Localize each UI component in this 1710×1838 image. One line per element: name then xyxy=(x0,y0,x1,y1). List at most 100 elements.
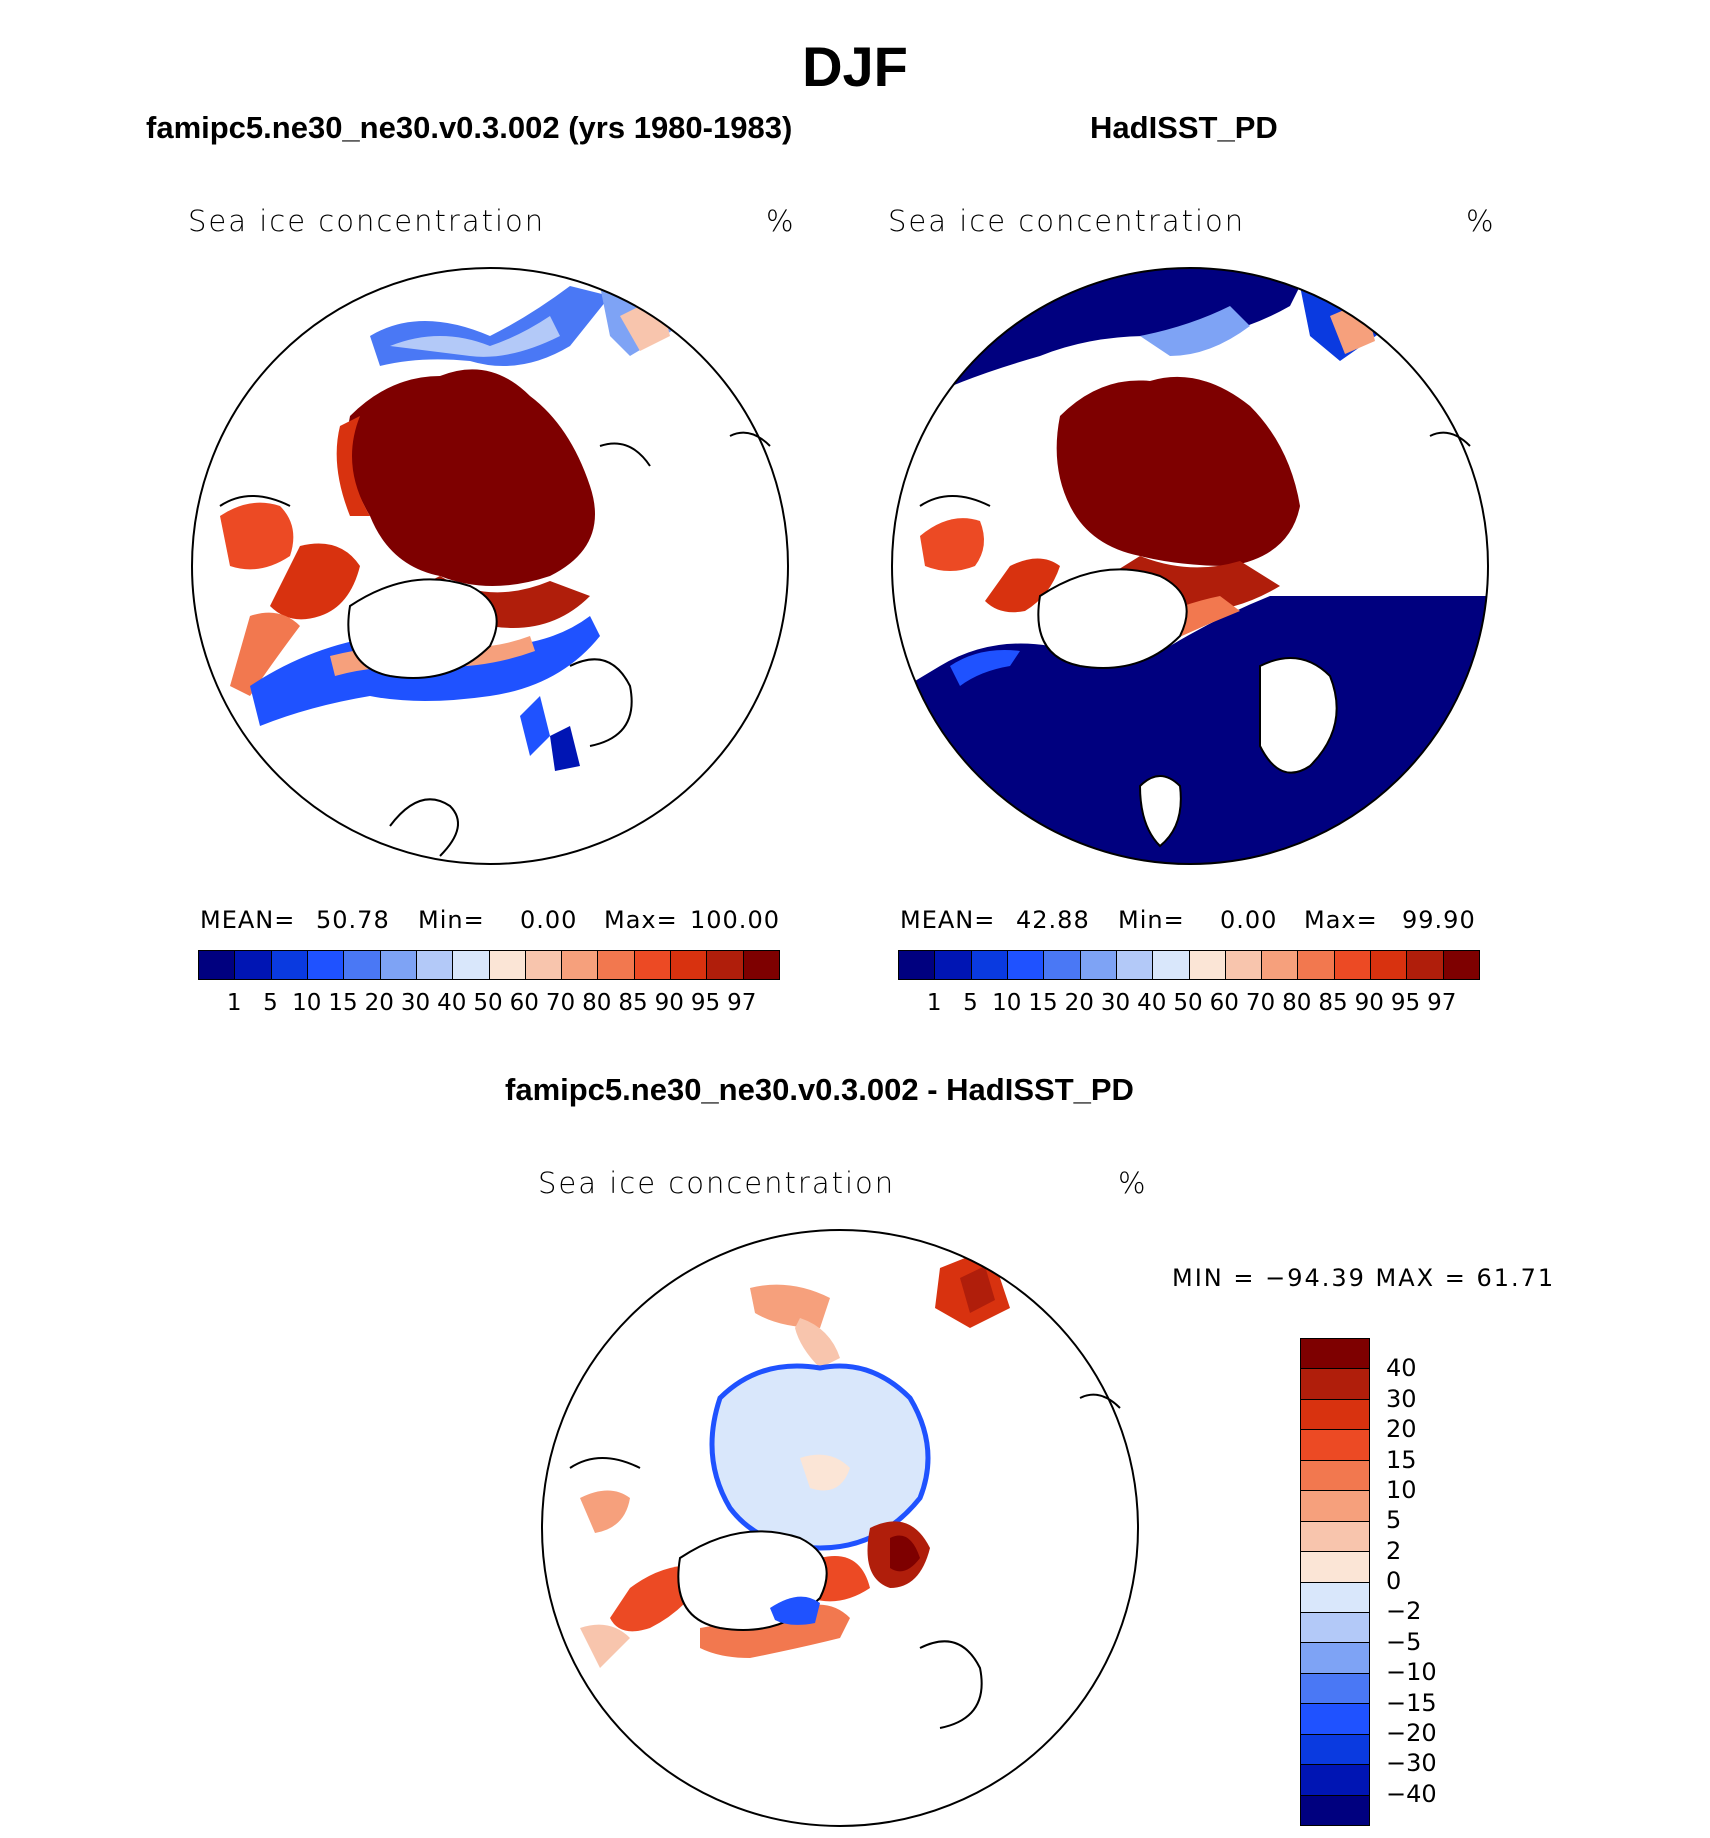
colorbar-swatch xyxy=(1298,951,1335,979)
colorbar-tick-label: 10 xyxy=(1386,1475,1417,1504)
colorbar-swatch xyxy=(416,951,454,979)
colorbar-tick-label: 5 xyxy=(263,990,278,1016)
colorbar-swatch xyxy=(1301,1369,1369,1400)
colorbar-swatch xyxy=(1301,1460,1369,1492)
panel-2-mean-label: MEAN= xyxy=(900,906,996,934)
panel-2-colorbar-ticks: 1 5 10 15 20 30 40 50 60 70 80 85 90 95 97 xyxy=(898,990,1478,1020)
colorbar-tick-label: 20 xyxy=(364,990,394,1016)
colorbar-swatch xyxy=(1301,1612,1369,1644)
colorbar-swatch xyxy=(1371,951,1408,979)
colorbar-swatch xyxy=(634,951,672,979)
colorbar-swatch xyxy=(525,951,563,979)
colorbar-tick-label: 30 xyxy=(1386,1384,1417,1413)
colorbar-tick-label: 10 xyxy=(292,990,322,1016)
colorbar-swatch xyxy=(1301,1430,1369,1461)
colorbar-tick-label: 20 xyxy=(1064,990,1094,1016)
panel-2-max-label: Max= xyxy=(1304,906,1378,934)
colorbar-swatch xyxy=(1262,951,1299,979)
colorbar-swatch xyxy=(344,951,381,979)
panel-1-max-value: 100.00 xyxy=(690,906,780,934)
panel-3-colorbar xyxy=(1300,1338,1370,1826)
colorbar-tick-label: 95 xyxy=(690,990,721,1016)
colorbar-swatch xyxy=(935,951,972,979)
colorbar-swatch xyxy=(1080,951,1117,979)
colorbar-tick-label: 1 xyxy=(226,990,242,1016)
colorbar-tick-label: 97 xyxy=(1427,990,1457,1016)
colorbar-tick-label: 20 xyxy=(1386,1415,1417,1444)
colorbar-swatch xyxy=(971,951,1008,979)
colorbar-swatch xyxy=(1301,1704,1369,1735)
colorbar-tick-label: −2 xyxy=(1386,1597,1422,1626)
colorbar-tick-label: −5 xyxy=(1386,1627,1422,1656)
colorbar-swatch xyxy=(1301,1795,1369,1825)
panel-2-variable-label: Sea ice concentration xyxy=(888,204,1246,238)
colorbar-tick-label: 70 xyxy=(1245,990,1276,1016)
colorbar-swatch xyxy=(380,951,417,979)
colorbar-tick-label: 40 xyxy=(1137,990,1167,1016)
panel-1-title: famipc5.ne30_ne30.v0.3.002 (yrs 1980-198… xyxy=(146,110,793,145)
colorbar-swatch xyxy=(1301,1734,1369,1766)
colorbar-tick-label: 30 xyxy=(400,990,431,1016)
colorbar-tick-label: 80 xyxy=(1282,990,1312,1016)
colorbar-tick-label: 40 xyxy=(1386,1354,1417,1383)
colorbar-swatch xyxy=(562,951,599,979)
panel-1-variable-label: Sea ice concentration xyxy=(188,204,546,238)
panel-3-units-label: % xyxy=(1118,1166,1148,1200)
colorbar-tick-label: 90 xyxy=(654,990,684,1016)
colorbar-swatch xyxy=(1334,951,1372,979)
colorbar-tick-label: 70 xyxy=(545,990,576,1016)
panel-2-colorbar xyxy=(898,950,1480,980)
colorbar-tick-label: −30 xyxy=(1386,1749,1437,1778)
colorbar-swatch xyxy=(1153,951,1190,979)
colorbar-tick-label: 85 xyxy=(618,990,648,1016)
colorbar-tick-label: 90 xyxy=(1354,990,1384,1016)
colorbar-swatch xyxy=(1116,951,1154,979)
colorbar-tick-label: 2 xyxy=(1386,1536,1402,1565)
colorbar-tick-label: −20 xyxy=(1386,1718,1437,1747)
colorbar-tick-label: 30 xyxy=(1100,990,1131,1016)
colorbar-swatch xyxy=(199,951,236,979)
colorbar-tick-label: 95 xyxy=(1390,990,1421,1016)
colorbar-tick-label: 15 xyxy=(1386,1445,1417,1474)
colorbar-swatch xyxy=(743,951,779,979)
colorbar-swatch xyxy=(899,951,936,979)
panel-1-map xyxy=(191,267,789,865)
colorbar-swatch xyxy=(1301,1491,1369,1522)
panel-2-units-label: % xyxy=(1466,204,1496,238)
figure-title: DJF xyxy=(802,35,908,98)
colorbar-tick-label: 97 xyxy=(727,990,757,1016)
colorbar-swatch xyxy=(1301,1673,1369,1705)
colorbar-tick-label: 1 xyxy=(926,990,942,1016)
panel-1-units-label: % xyxy=(766,204,796,238)
colorbar-tick-label: −15 xyxy=(1386,1688,1437,1717)
colorbar-swatch xyxy=(453,951,490,979)
colorbar-swatch xyxy=(1301,1765,1369,1796)
colorbar-swatch xyxy=(707,951,744,979)
panel-1-min-label: Min= xyxy=(418,906,485,934)
panel-1-colorbar xyxy=(198,950,780,980)
colorbar-swatch xyxy=(1301,1521,1369,1553)
colorbar-swatch xyxy=(1301,1399,1369,1431)
panel-3-title: famipc5.ne30_ne30.v0.3.002 - HadISST_PD xyxy=(505,1072,1134,1107)
panel-1-max-label: Max= xyxy=(604,906,678,934)
panel-2-min-value: 0.00 xyxy=(1220,906,1278,934)
colorbar-tick-label: −10 xyxy=(1386,1658,1437,1687)
panel-2-map xyxy=(891,267,1489,865)
colorbar-swatch xyxy=(1301,1582,1369,1613)
panel-2-max-value: 99.90 xyxy=(1402,906,1476,934)
colorbar-swatch xyxy=(1301,1552,1369,1583)
colorbar-swatch xyxy=(307,951,345,979)
colorbar-tick-label: 85 xyxy=(1318,990,1348,1016)
colorbar-swatch xyxy=(1443,951,1479,979)
colorbar-tick-label: 40 xyxy=(437,990,467,1016)
colorbar-tick-label: 80 xyxy=(582,990,612,1016)
colorbar-swatch xyxy=(1007,951,1045,979)
colorbar-tick-label: 60 xyxy=(1209,990,1239,1016)
colorbar-tick-label: 50 xyxy=(473,990,503,1016)
panel-2-min-label: Min= xyxy=(1118,906,1185,934)
colorbar-swatch xyxy=(271,951,308,979)
colorbar-swatch xyxy=(1407,951,1444,979)
colorbar-swatch xyxy=(1189,951,1226,979)
colorbar-tick-label: 15 xyxy=(1028,990,1058,1016)
colorbar-swatch xyxy=(598,951,635,979)
